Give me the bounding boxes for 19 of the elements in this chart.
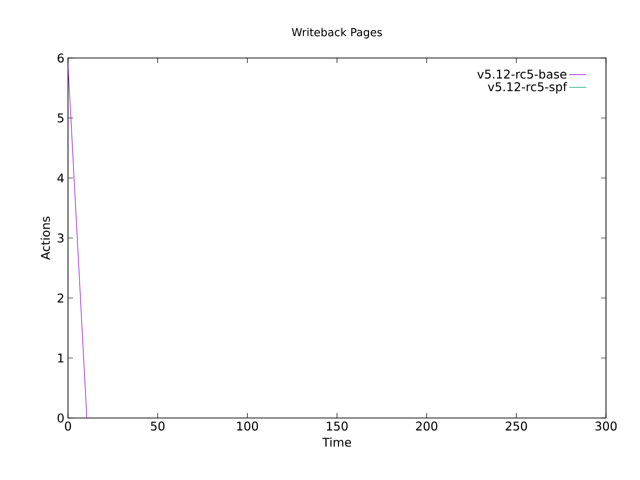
x-axis-title: Time — [322, 437, 352, 447]
x-tick-label: 150 — [326, 422, 348, 431]
y-tick-label: 4 — [57, 174, 64, 182]
y-tick-label: 5 — [58, 114, 64, 122]
chart-title: Writeback Pages — [292, 28, 382, 38]
x-tick-label: 200 — [416, 422, 438, 431]
x-tick-label: 300 — [595, 422, 617, 431]
y-tick-label: 0 — [58, 413, 64, 423]
x-tick-label: 0 — [64, 422, 72, 431]
x-tick-label: 100 — [237, 422, 258, 431]
x-tick-label: 50 — [150, 422, 165, 431]
y-axis-title: Actions — [40, 216, 50, 260]
y-tick-label: 2 — [58, 294, 64, 302]
legend-label: v5.12-rc5-base — [477, 69, 566, 79]
y-tick-label: 1 — [58, 354, 64, 362]
y-tick-label: 3 — [58, 233, 64, 243]
legend-label: v5.12-rc5-spf — [488, 82, 568, 94]
y-tick-label: 6 — [58, 53, 64, 63]
x-tick-label: 250 — [506, 422, 527, 431]
